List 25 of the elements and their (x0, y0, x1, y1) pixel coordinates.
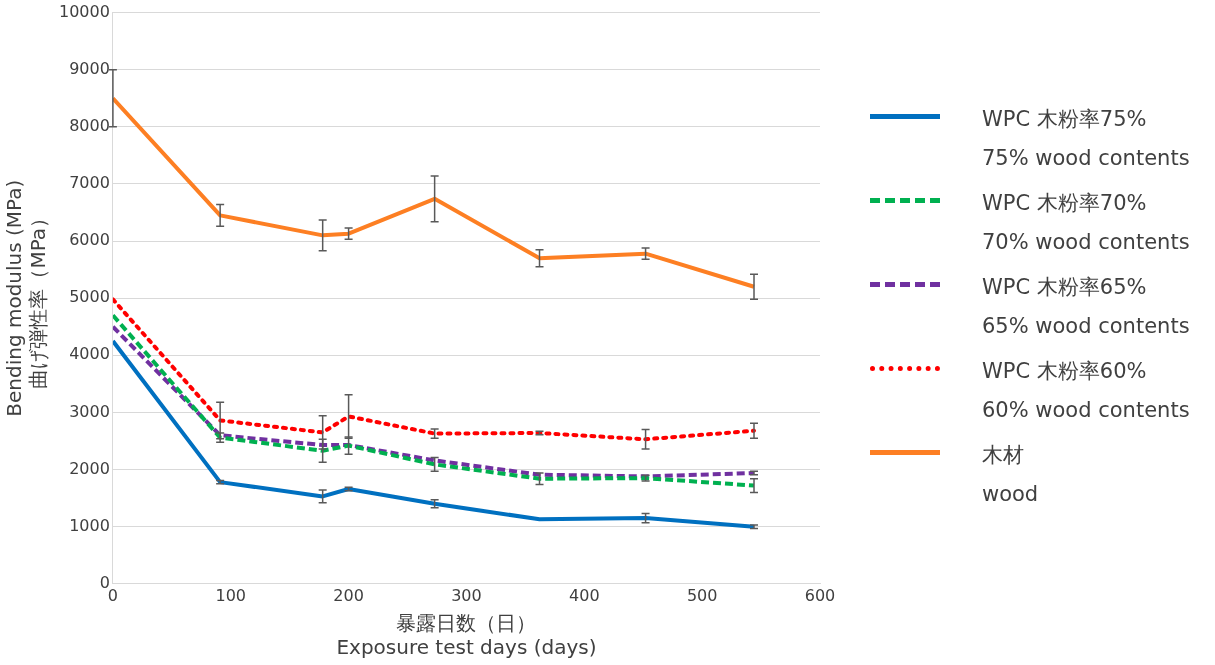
x-tick-label: 300 (451, 585, 482, 605)
y-tick-label: 10000 (58, 1, 110, 21)
line-series (112, 297, 756, 442)
y-axis-title: Bending modulus (MPa) 曲げ弾性率（MPa） (2, 179, 51, 417)
legend-label: WPC 木粉率70% 70% wood contents (982, 190, 1190, 256)
y-tick-label: 9000 (69, 58, 110, 78)
legend-label: WPC 木粉率60% 60% wood contents (982, 358, 1190, 424)
x-tick-label: 500 (686, 585, 718, 605)
y-tick-label: 3000 (69, 401, 110, 421)
y-tick-label: 8000 (69, 116, 110, 135)
y-tick-label: 0 (99, 572, 110, 592)
legend-label: WPC 木粉率75% 75% wood contents (982, 106, 1190, 172)
y-tick-label: 7000 (69, 173, 110, 193)
y-tick-label: 2000 (69, 458, 110, 478)
x-tick-label: 100 (215, 585, 247, 605)
y-tick-label: 6000 (69, 230, 110, 250)
x-tick-label: 200 (333, 585, 364, 605)
legend-label: WPC 木粉率65% 65% wood contents (982, 274, 1190, 340)
x-tick-label: 600 (804, 585, 836, 605)
x-axis-title: 暴露日数（日） Exposure test days (days) (336, 611, 597, 660)
y-tick-label: 5000 (69, 287, 110, 307)
legend-label: 木材 wood (982, 442, 1039, 508)
y-tick-label: 1000 (69, 515, 110, 535)
y-tick-label: 4000 (69, 344, 110, 364)
x-tick-label: 400 (569, 585, 600, 605)
